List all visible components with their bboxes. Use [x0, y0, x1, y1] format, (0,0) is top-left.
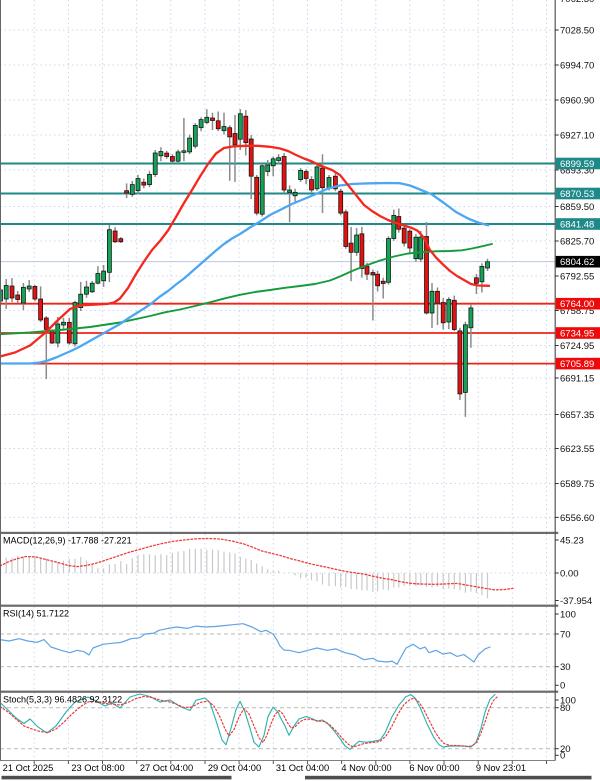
svg-text:27 Oct 04:00: 27 Oct 04:00: [140, 763, 193, 773]
svg-text:30: 30: [560, 662, 571, 673]
svg-text:7062.30: 7062.30: [560, 0, 594, 5]
svg-text:4 Nov 00:00: 4 Nov 00:00: [341, 763, 391, 773]
svg-text:29 Oct 04:00: 29 Oct 04:00: [208, 763, 261, 773]
svg-text:RSI(14) 51.7122: RSI(14) 51.7122: [3, 609, 69, 619]
svg-text:20: 20: [560, 744, 571, 755]
svg-text:6792.55: 6792.55: [560, 271, 594, 282]
svg-text:6927.10: 6927.10: [560, 130, 594, 141]
svg-text:6764.00: 6764.00: [560, 299, 594, 310]
svg-text:6870.53: 6870.53: [560, 189, 594, 200]
svg-text:0: 0: [560, 751, 565, 762]
svg-text:6734.95: 6734.95: [560, 328, 594, 339]
svg-text:6994.70: 6994.70: [560, 60, 594, 71]
svg-text:23 Oct 08:00: 23 Oct 08:00: [71, 763, 124, 773]
svg-text:6758.75: 6758.75: [560, 306, 594, 317]
svg-text:100: 100: [560, 609, 576, 620]
svg-text:6960.90: 6960.90: [560, 95, 594, 106]
svg-text:6705.89: 6705.89: [560, 359, 594, 370]
svg-text:80: 80: [560, 703, 571, 714]
svg-text:7028.50: 7028.50: [560, 25, 594, 36]
svg-text:Stoch(5,3,3) 96.4826 92.3122: Stoch(5,3,3) 96.4826 92.3122: [3, 695, 122, 705]
svg-text:6899.59: 6899.59: [560, 159, 594, 170]
svg-text:100: 100: [560, 695, 576, 706]
svg-text:21 Oct 2025: 21 Oct 2025: [3, 763, 54, 773]
svg-text:6724.95: 6724.95: [560, 341, 594, 352]
svg-text:45.23: 45.23: [560, 535, 584, 546]
svg-text:6859.50: 6859.50: [560, 202, 594, 213]
svg-text:9 Nov 23:01: 9 Nov 23:01: [476, 763, 526, 773]
svg-text:0.00: 0.00: [560, 568, 579, 579]
svg-text:-37.954: -37.954: [560, 596, 592, 607]
svg-text:MACD(12,26,9) -17.788 -27.221: MACD(12,26,9) -17.788 -27.221: [3, 536, 132, 546]
svg-text:0: 0: [560, 681, 565, 692]
svg-text:31 Oct 04:00: 31 Oct 04:00: [276, 763, 329, 773]
svg-text:6825.70: 6825.70: [560, 236, 594, 247]
svg-text:6804.62: 6804.62: [560, 257, 594, 268]
svg-text:70: 70: [560, 629, 571, 640]
svg-text:6841.48: 6841.48: [560, 219, 594, 230]
svg-text:6691.15: 6691.15: [560, 373, 594, 384]
svg-text:6623.55: 6623.55: [560, 444, 594, 455]
svg-text:6893.30: 6893.30: [560, 165, 594, 176]
svg-text:6657.35: 6657.35: [560, 410, 594, 421]
svg-text:6556.60: 6556.60: [560, 513, 594, 524]
svg-text:6589.75: 6589.75: [560, 479, 594, 490]
svg-text:6 Nov 00:00: 6 Nov 00:00: [409, 763, 459, 773]
